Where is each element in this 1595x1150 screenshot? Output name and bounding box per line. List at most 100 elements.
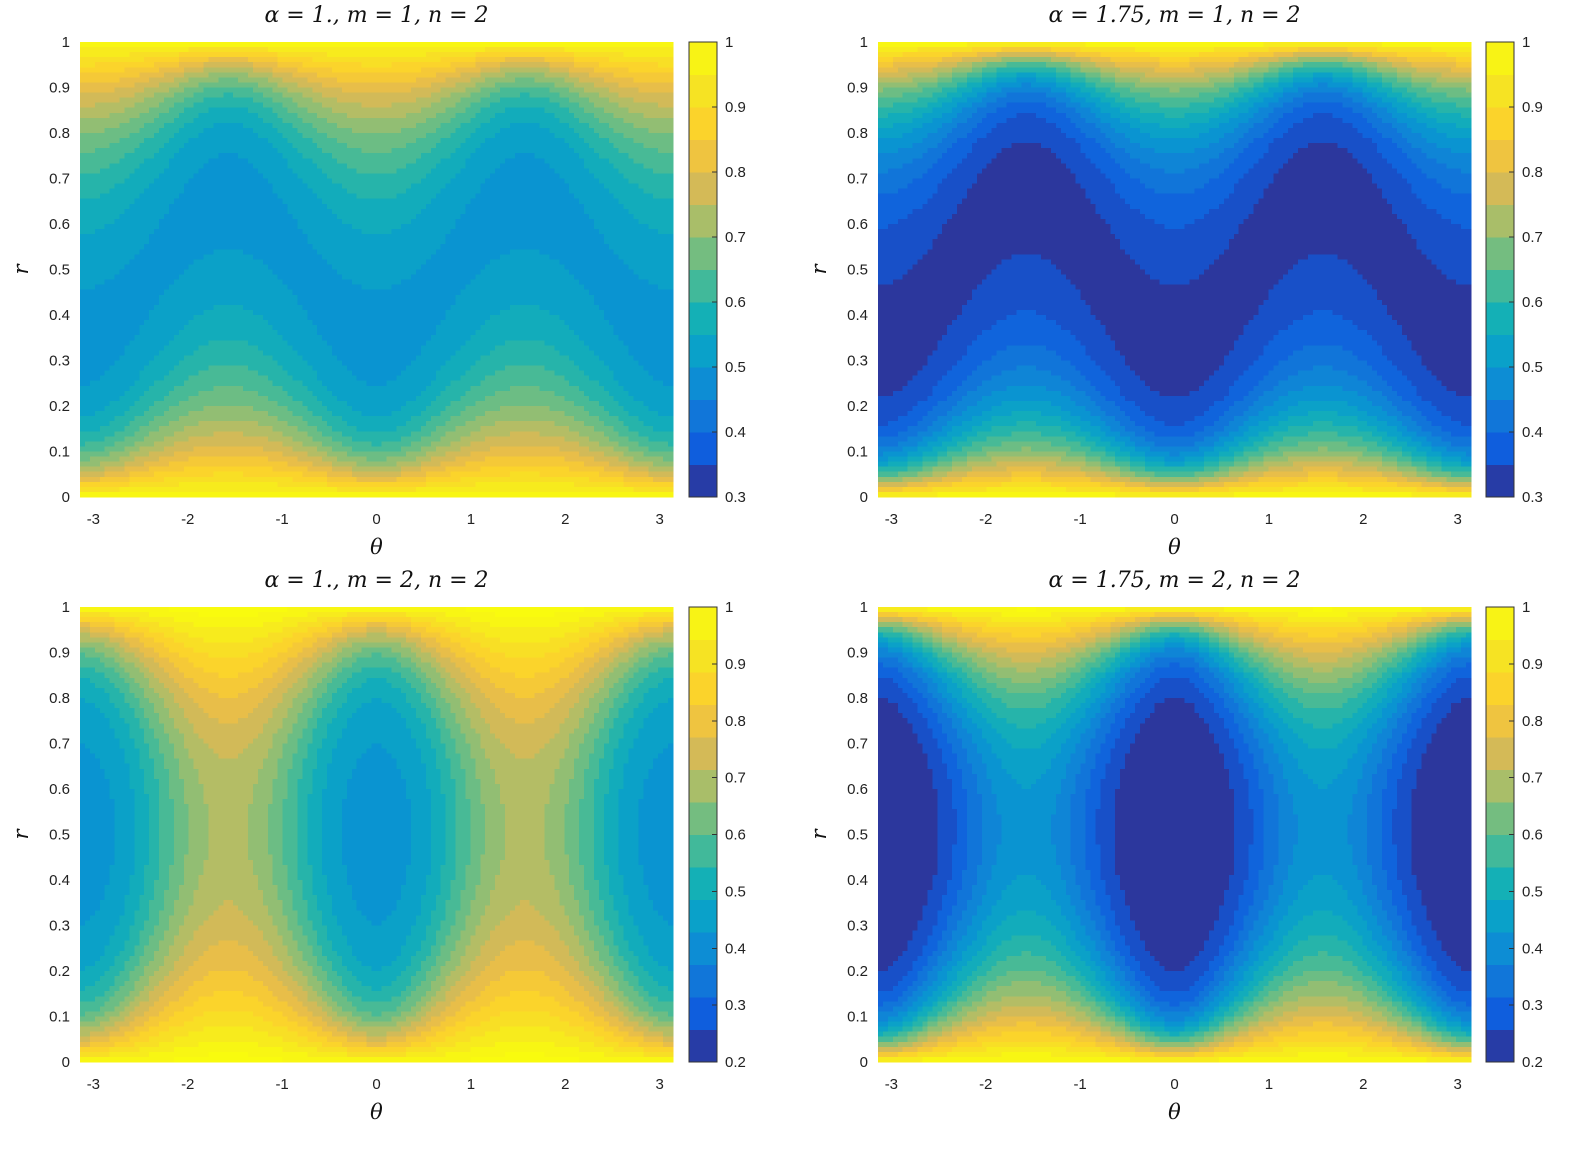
colorbar-tick-label: 0.6 <box>725 294 746 311</box>
y-tick-label: 1 <box>62 34 70 51</box>
colorbar-band <box>1486 335 1514 368</box>
y-tick-label: 0.2 <box>847 398 868 415</box>
colorbar-band <box>689 42 717 75</box>
x-axis-label: θ <box>1168 535 1181 559</box>
subplot-title: α = 1., m = 1, n = 2 <box>264 3 488 28</box>
colorbar-band <box>689 237 717 270</box>
colorbar-tick-label: 0.9 <box>1522 99 1543 116</box>
colorbar-band <box>689 607 717 640</box>
colorbar-band <box>689 867 717 900</box>
y-tick-label: 0.7 <box>847 736 868 753</box>
x-tick-label: -1 <box>275 511 288 528</box>
colorbar-band <box>1486 42 1514 75</box>
colorbar-tick-label: 0.6 <box>725 827 746 844</box>
y-tick-label: 0.9 <box>847 645 868 662</box>
colorbar: 0.20.30.40.50.60.70.80.91 <box>1486 599 1543 1071</box>
y-tick-label: 1 <box>860 34 868 51</box>
colorbar-band <box>1486 75 1514 108</box>
y-tick-label: 0.9 <box>847 80 868 97</box>
colorbar-tick-label: 0.4 <box>1522 424 1543 441</box>
colorbar-band <box>689 172 717 205</box>
colorbar-band <box>1486 237 1514 270</box>
y-tick-label: 0.6 <box>49 216 70 233</box>
subplot-1: α = 1., m = 1, n = 200.10.20.30.40.50.60… <box>9 3 746 559</box>
colorbar-band <box>1486 997 1514 1030</box>
x-tick-label: 2 <box>1359 511 1367 528</box>
y-tick-label: 0.9 <box>49 645 70 662</box>
colorbar-tick-label: 0.4 <box>725 940 746 957</box>
colorbar-tick-label: 0.5 <box>725 883 746 900</box>
y-tick-label: 0.5 <box>847 827 868 844</box>
colorbar-band <box>689 302 717 335</box>
colorbar-band <box>1486 965 1514 998</box>
y-tick-label: 0.2 <box>847 963 868 980</box>
colorbar-band <box>689 770 717 803</box>
y-tick-label: 0.1 <box>847 1009 868 1026</box>
colorbar-tick-label: 0.9 <box>1522 656 1543 673</box>
x-tick-label: -3 <box>87 1076 100 1093</box>
colorbar-tick-label: 0.3 <box>725 489 746 506</box>
colorbar-band <box>689 835 717 868</box>
colorbar-tick-label: 0.7 <box>725 229 746 246</box>
y-tick-label: 0.8 <box>49 125 70 142</box>
x-tick-label: 3 <box>655 1076 663 1093</box>
x-tick-label: 1 <box>1265 1076 1273 1093</box>
y-axis-label: r <box>9 263 33 275</box>
colorbar-band <box>1486 400 1514 433</box>
colorbar-band <box>689 900 717 933</box>
y-tick-label: 0.4 <box>49 872 70 889</box>
colorbar-tick-label: 0.6 <box>1522 294 1543 311</box>
colorbar-band <box>1486 367 1514 400</box>
x-tick-label: 3 <box>655 511 663 528</box>
y-tick-label: 0 <box>860 489 868 506</box>
x-tick-label: 1 <box>1265 511 1273 528</box>
y-tick-label: 0.5 <box>847 262 868 279</box>
y-tick-label: 0.9 <box>49 80 70 97</box>
subplot-title: α = 1., m = 2, n = 2 <box>264 568 488 593</box>
contour-field <box>878 42 1472 498</box>
colorbar-band <box>1486 770 1514 803</box>
x-axis-label: θ <box>370 1100 383 1124</box>
y-tick-label: 0.4 <box>847 872 868 889</box>
y-tick-label: 0.3 <box>847 918 868 935</box>
colorbar-band <box>1486 205 1514 238</box>
colorbar: 0.20.30.40.50.60.70.80.91 <box>689 599 746 1071</box>
colorbar-band <box>689 432 717 465</box>
colorbar-band <box>689 965 717 998</box>
colorbar-tick-label: 1 <box>725 34 733 51</box>
contour-field <box>80 42 674 498</box>
colorbar-tick-label: 0.6 <box>1522 827 1543 844</box>
y-tick-label: 0.3 <box>847 353 868 370</box>
colorbar-band <box>1486 737 1514 770</box>
colorbar-band <box>1486 607 1514 640</box>
y-tick-label: 0 <box>62 489 70 506</box>
y-tick-label: 0 <box>62 1054 70 1071</box>
y-axis-label: r <box>9 828 33 840</box>
y-tick-label: 0 <box>860 1054 868 1071</box>
y-tick-label: 0.7 <box>49 171 70 188</box>
colorbar-band <box>1486 835 1514 868</box>
x-tick-label: 0 <box>1170 1076 1178 1093</box>
colorbar-band <box>689 270 717 303</box>
colorbar-tick-label: 0.2 <box>725 1054 746 1071</box>
colorbar-band <box>1486 302 1514 335</box>
colorbar-tick-label: 0.9 <box>725 656 746 673</box>
contour-field <box>878 607 1472 1063</box>
y-tick-label: 0.3 <box>49 918 70 935</box>
colorbar-band <box>689 400 717 433</box>
colorbar-band <box>1486 1030 1514 1063</box>
colorbar-band <box>1486 465 1514 498</box>
y-tick-label: 0.5 <box>49 827 70 844</box>
subplot-title: α = 1.75, m = 1, n = 2 <box>1048 3 1300 28</box>
colorbar-tick-label: 1 <box>1522 599 1530 616</box>
colorbar-band <box>689 75 717 108</box>
x-tick-label: 2 <box>561 1076 569 1093</box>
x-tick-label: -1 <box>275 1076 288 1093</box>
colorbar-band <box>1486 140 1514 173</box>
x-tick-label: -3 <box>87 511 100 528</box>
colorbar-band <box>689 1030 717 1063</box>
colorbar-tick-label: 0.7 <box>1522 770 1543 787</box>
x-axis-label: θ <box>1168 1100 1181 1124</box>
x-tick-label: -2 <box>979 1076 992 1093</box>
x-axis-label: θ <box>370 535 383 559</box>
